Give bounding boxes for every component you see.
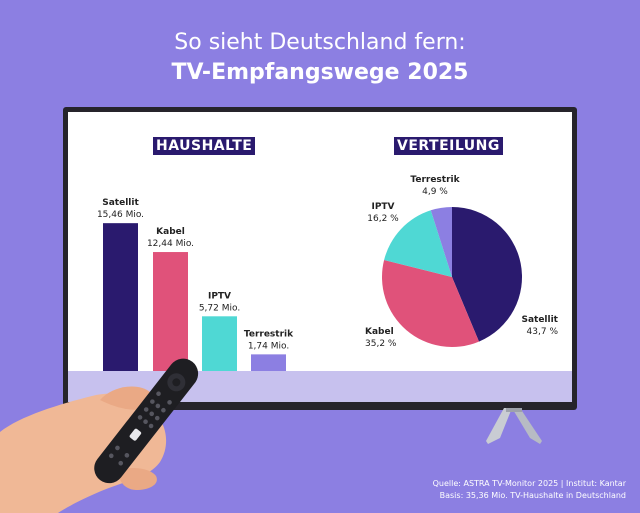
bar-iptv <box>202 316 237 371</box>
tv-screen: HAUSHALTE VERTEILUNG Satellit 15,46 Mio. K… <box>68 112 572 402</box>
bar-label-kabel: Kabel <box>156 227 185 237</box>
bar-chart-heading: HAUSHALTE <box>153 137 256 155</box>
bar-value-satellit: 15,46 Mio. <box>97 210 144 220</box>
pie-value-satellit: 43,7 % <box>527 327 559 337</box>
bar-label-iptv: IPTV <box>208 291 231 301</box>
pie-label-terrestrik: Terrestrik <box>410 175 460 185</box>
pie-slice-terrestrik <box>430 207 452 277</box>
page-title-line1: So sieht Deutschland fern: <box>174 30 466 55</box>
bar-kabel <box>153 252 188 371</box>
bar-value-kabel: 12,44 Mio. <box>147 239 194 249</box>
tv-stand-icon <box>486 408 542 444</box>
tv-remote-icon <box>94 358 199 484</box>
source-line-1: Quelle: ASTRA TV-Monitor 2025 | Institut… <box>432 479 626 488</box>
bar-label-terrestrik: Terrestrik <box>244 329 294 339</box>
pie-label-iptv: IPTV <box>371 202 394 212</box>
pie-label-satellit: Satellit <box>521 315 558 325</box>
bar-satellit <box>103 223 138 371</box>
pie-chart-heading: VERTEILUNG <box>394 137 503 155</box>
bar-label-satellit: Satellit <box>102 198 139 208</box>
pie-value-kabel: 35,2 % <box>365 339 397 349</box>
bar-value-iptv: 5,72 Mio. <box>199 303 240 313</box>
tv-frame: HAUSHALTE VERTEILUNG Satellit 15,46 Mio. K… <box>63 107 577 410</box>
bar-value-terrestrik: 1,74 Mio. <box>248 341 289 351</box>
bar-terrestrik <box>251 354 286 371</box>
pie-label-kabel: Kabel <box>365 327 394 337</box>
pie-value-iptv: 16,2 % <box>367 214 399 224</box>
hand-with-remote <box>0 358 199 513</box>
charts-canvas: Satellit 15,46 Mio. Kabel 12,44 Mio. IPTV 5,7… <box>97 175 559 371</box>
pie-slice-satellit <box>452 207 523 342</box>
source-line-2: Basis: 35,36 Mio. TV-Haushalte in Deutsc… <box>439 491 626 500</box>
page-title-line2: TV-Empfangswege 2025 <box>171 60 469 85</box>
pie-slice-iptv <box>384 210 452 277</box>
hand-icon <box>0 386 167 513</box>
source-note: Quelle: ASTRA TV-Monitor 2025 | Institut… <box>433 478 626 502</box>
pie-value-terrestrik: 4,9 % <box>422 187 448 197</box>
pie-slice-kabel <box>381 260 479 348</box>
